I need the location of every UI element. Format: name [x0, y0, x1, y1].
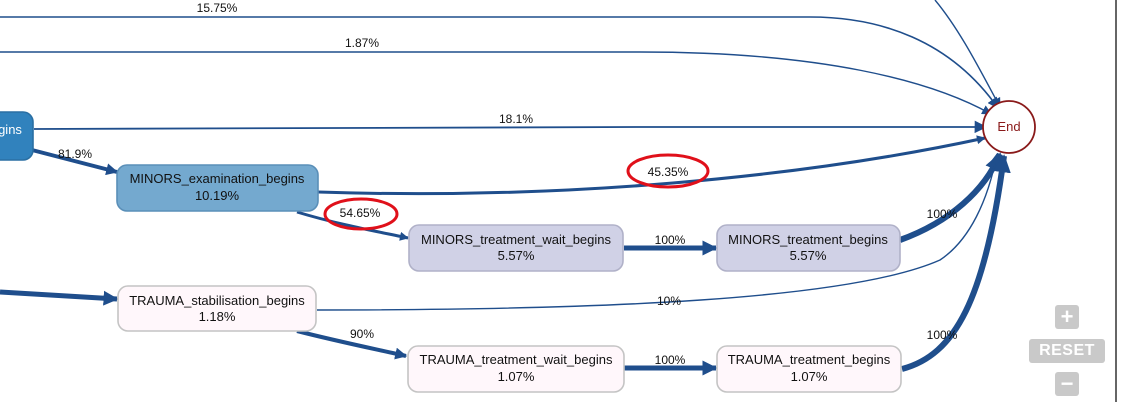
zoom-in-button[interactable]: + [1055, 305, 1079, 329]
highlight-ellipse-54 [323, 197, 399, 231]
node-label-trauma-treatment: TRAUMA_treatment_begins [728, 352, 891, 367]
edge-trauma-stab-to-wait[interactable] [296, 329, 408, 360]
edge-exam-to-minors-exam[interactable] [31, 148, 119, 176]
edge-into-trauma-stab[interactable] [0, 289, 119, 306]
edge-label-minors-treatment-to-end: 100% [927, 207, 958, 221]
node-pct-minors-treatment-wait: 5.57% [498, 248, 535, 263]
edge-label-trauma-treatment-to-end: 100% [927, 328, 958, 342]
node-label-minors-treatment-wait: MINORS_treatment_wait_begins [421, 232, 612, 247]
edge-top-to-end-b[interactable] [0, 51, 992, 115]
node-trauma-stabilisation[interactable]: TRAUMA_stabilisation_begins 1.18% [117, 285, 317, 332]
node-pct-minors-treatment: 5.57% [790, 248, 827, 263]
edge-trauma-stab-to-end[interactable] [316, 153, 1001, 311]
node-box-trauma-treatment-wait [407, 345, 625, 393]
edge-label-trauma-stab-to-end: 10% [657, 294, 681, 308]
reset-button[interactable]: RESET [1029, 339, 1105, 363]
node-box-minors-treatment [716, 224, 901, 272]
node-trauma-treatment[interactable]: TRAUMA_treatment_begins 1.07% [716, 345, 902, 393]
node-minors-examination[interactable]: MINORS_examination_begins 10.19% [116, 164, 319, 212]
node-box-minors-examination [116, 164, 319, 212]
node-examination-partial[interactable]: gins [0, 111, 34, 161]
node-box-minors-treatment-wait [408, 224, 624, 272]
node-pct-minors-examination: 10.19% [195, 188, 240, 203]
edge-top-to-end-a[interactable] [0, 16, 999, 109]
edge-exam-to-end[interactable] [33, 120, 988, 134]
edge-top-to-end-c[interactable] [934, 0, 1001, 108]
node-label-minors-examination: MINORS_examination_begins [130, 171, 305, 186]
highlight-ellipse-45 [626, 153, 710, 189]
node-pct-trauma-treatment-wait: 1.07% [498, 369, 535, 384]
node-minors-treatment[interactable]: MINORS_treatment_begins 5.57% [716, 224, 901, 272]
node-box-trauma-stabilisation [117, 285, 317, 332]
edge-label-top-to-end-a: 15.75% [197, 1, 238, 15]
edge-labels: 15.75% 1.87% 18.1% 81.9% 45.35% 54.65% 1… [58, 1, 958, 367]
node-label-end: End [997, 119, 1020, 134]
edge-label-exam-to-minors-exam: 81.9% [58, 147, 92, 161]
node-label-examination-partial: gins [0, 122, 22, 137]
node-end[interactable]: End [982, 100, 1036, 154]
node-pct-trauma-stabilisation: 1.18% [199, 309, 236, 324]
node-trauma-treatment-wait[interactable]: TRAUMA_treatment_wait_begins 1.07% [407, 345, 625, 393]
edge-label-exam-to-end: 18.1% [499, 112, 533, 126]
zoom-out-button[interactable]: − [1055, 372, 1079, 396]
node-label-trauma-stabilisation: TRAUMA_stabilisation_begins [129, 293, 305, 308]
node-pct-trauma-treatment: 1.07% [791, 369, 828, 384]
edges [0, 0, 1011, 376]
edge-label-minors-wait-to-treatment: 100% [655, 233, 686, 247]
edge-label-minors-exam-to-end: 45.35% [648, 165, 689, 179]
node-label-trauma-treatment-wait: TRAUMA_treatment_wait_begins [420, 352, 613, 367]
edge-label-trauma-stab-to-wait: 90% [350, 327, 374, 341]
node-box-trauma-treatment [716, 345, 902, 393]
node-circle-end [982, 100, 1036, 154]
node-minors-treatment-wait[interactable]: MINORS_treatment_wait_begins 5.57% [408, 224, 624, 272]
edge-minors-exam-to-end[interactable] [317, 135, 986, 196]
edge-trauma-treatment-to-end[interactable] [901, 154, 1011, 372]
node-label-minors-treatment: MINORS_treatment_begins [728, 232, 888, 247]
edge-label-minors-exam-to-wait: 54.65% [340, 206, 381, 220]
edge-label-top-to-end-b: 1.87% [345, 36, 379, 50]
edge-label-trauma-wait-to-treatment: 100% [655, 353, 686, 367]
